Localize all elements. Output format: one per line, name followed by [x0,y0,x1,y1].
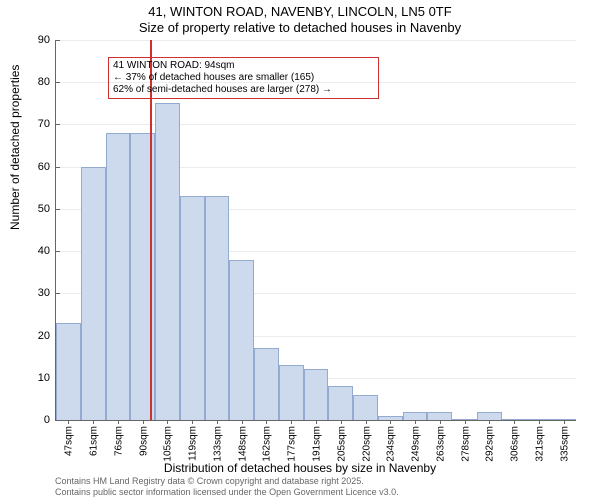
histogram-bar [81,167,106,420]
y-tick-label: 70 [38,118,56,130]
x-tick-mark [118,420,119,424]
y-tick-label: 60 [38,161,56,173]
x-tick-label: 61sqm [87,426,100,456]
x-tick-label: 292sqm [483,426,496,462]
histogram-bar [403,412,428,420]
x-tick-label: 205sqm [334,426,347,462]
y-tick-label: 50 [38,203,56,215]
annotation-line-2: ← 37% of detached houses are smaller (16… [113,72,378,84]
histogram-bar [56,323,81,420]
x-tick-label: 105sqm [161,426,174,462]
histogram-bar [353,395,378,420]
x-tick-mark [242,420,243,424]
x-tick-label: 321sqm [532,426,545,462]
histogram-bar [279,365,304,420]
x-tick-mark [415,420,416,424]
footer-text: Contains HM Land Registry data © Crown c… [55,476,399,498]
x-tick-label: 177sqm [285,426,298,462]
x-tick-label: 335sqm [557,426,570,462]
histogram-bar [427,412,452,420]
x-tick-mark [217,420,218,424]
x-tick-label: 90sqm [136,426,149,456]
histogram-bar [106,133,131,420]
histogram-bar [205,196,230,420]
annotation-line-3: 62% of semi-detached houses are larger (… [113,84,378,96]
histogram-bar [229,260,254,420]
footer-line-2: Contains public sector information licen… [55,487,399,498]
title-line-2: Size of property relative to detached ho… [0,20,600,35]
x-axis-label: Distribution of detached houses by size … [0,461,600,475]
x-tick-label: 47sqm [62,426,75,456]
x-tick-mark [192,420,193,424]
x-tick-label: 278sqm [458,426,471,462]
x-tick-mark [167,420,168,424]
x-tick-mark [440,420,441,424]
x-tick-mark [489,420,490,424]
x-tick-mark [291,420,292,424]
x-tick-label: 148sqm [235,426,248,462]
histogram-bar [328,386,353,420]
y-tick-label: 40 [38,245,56,257]
chart-area: 010203040506070809047sqm61sqm76sqm90sqm1… [55,40,576,421]
x-tick-label: 191sqm [310,426,323,462]
x-tick-mark [465,420,466,424]
x-tick-mark [564,420,565,424]
x-tick-mark [539,420,540,424]
x-tick-label: 76sqm [111,426,124,456]
histogram-bar [477,412,502,420]
footer-line-1: Contains HM Land Registry data © Crown c… [55,476,399,487]
x-tick-mark [390,420,391,424]
x-tick-label: 249sqm [409,426,422,462]
x-tick-label: 220sqm [359,426,372,462]
y-axis-label: Number of detached properties [8,65,22,230]
y-tick-label: 20 [38,330,56,342]
y-tick-label: 30 [38,287,56,299]
y-tick-label: 80 [38,76,56,88]
gridline [56,124,576,125]
histogram-bar [254,348,279,420]
x-tick-mark [93,420,94,424]
gridline [56,40,576,41]
annotation-line-1: 41 WINTON ROAD: 94sqm [113,60,378,72]
x-tick-label: 162sqm [260,426,273,462]
x-tick-mark [366,420,367,424]
chart-container: 41, WINTON ROAD, NAVENBY, LINCOLN, LN5 0… [0,0,600,500]
x-tick-label: 234sqm [384,426,397,462]
y-tick-label: 0 [44,414,56,426]
x-tick-mark [514,420,515,424]
x-tick-mark [143,420,144,424]
title-line-1: 41, WINTON ROAD, NAVENBY, LINCOLN, LN5 0… [0,4,600,19]
x-tick-mark [68,420,69,424]
x-tick-label: 306sqm [508,426,521,462]
y-tick-label: 10 [38,372,56,384]
histogram-bar [155,103,180,420]
histogram-bar [304,369,329,420]
x-tick-label: 263sqm [433,426,446,462]
y-tick-label: 90 [38,34,56,46]
x-tick-label: 119sqm [186,426,199,461]
x-tick-mark [266,420,267,424]
x-tick-mark [316,420,317,424]
x-tick-mark [341,420,342,424]
annotation-box: 41 WINTON ROAD: 94sqm← 37% of detached h… [108,57,379,99]
x-tick-label: 133sqm [210,426,223,462]
histogram-bar [180,196,205,420]
